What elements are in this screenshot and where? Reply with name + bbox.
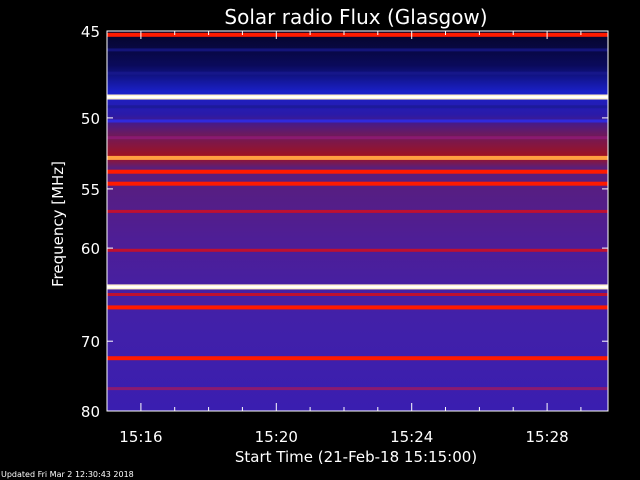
updated-timestamp: Updated Fri Mar 2 12:30:43 2018: [1, 470, 134, 479]
x-tick-label-0: 15:16: [119, 428, 162, 446]
y-axis-label: Frequency [MHz]: [49, 161, 67, 287]
x-tick-marks: [106, 31, 582, 411]
frequency-band-6: [107, 136, 608, 140]
frequency-band-14: [107, 305, 608, 310]
frequency-band-15: [107, 356, 608, 361]
frequency-band-8: [107, 169, 608, 174]
y-tick-label-4: 70: [81, 333, 100, 351]
y-tick-label-2: 55: [81, 181, 100, 199]
y-tick-label-5: 80: [81, 403, 100, 421]
frequency-band-9: [107, 181, 608, 186]
frequency-bands: [107, 32, 608, 391]
plot-frame: [106, 30, 609, 412]
x-tick-label-1: 15:20: [255, 428, 298, 446]
x-tick-labels: 15:16 15:20 15:24 15:28: [119, 428, 568, 446]
frequency-band-5: [107, 119, 608, 123]
frequency-band-16: [107, 387, 608, 391]
y-tick-label-1: 50: [81, 110, 100, 128]
frequency-band-13: [107, 293, 608, 296]
x-tick-label-3: 15:28: [525, 428, 568, 446]
frequency-band-4: [107, 105, 608, 109]
x-tick-label-2: 15:24: [390, 428, 433, 446]
frequency-band-10: [107, 209, 608, 213]
chart-title: Solar radio Flux (Glasgow): [224, 5, 487, 29]
frequency-band-1: [107, 48, 608, 52]
frequency-band-core-12: [107, 285, 608, 288]
frequency-band-2: [107, 71, 608, 75]
plot-background: [107, 31, 608, 411]
y-tick-label-0: 45: [81, 23, 100, 41]
frequency-band-11: [107, 248, 608, 252]
x-axis-label: Start Time (21-Feb-18 15:15:00): [235, 448, 477, 466]
y-tick-labels: 45 50 55 60 70 80: [81, 23, 100, 421]
frequency-band-7: [107, 155, 608, 160]
frequency-band-0: [107, 32, 608, 37]
y-tick-label-3: 60: [81, 240, 100, 258]
frequency-band-core-3: [107, 96, 608, 98]
